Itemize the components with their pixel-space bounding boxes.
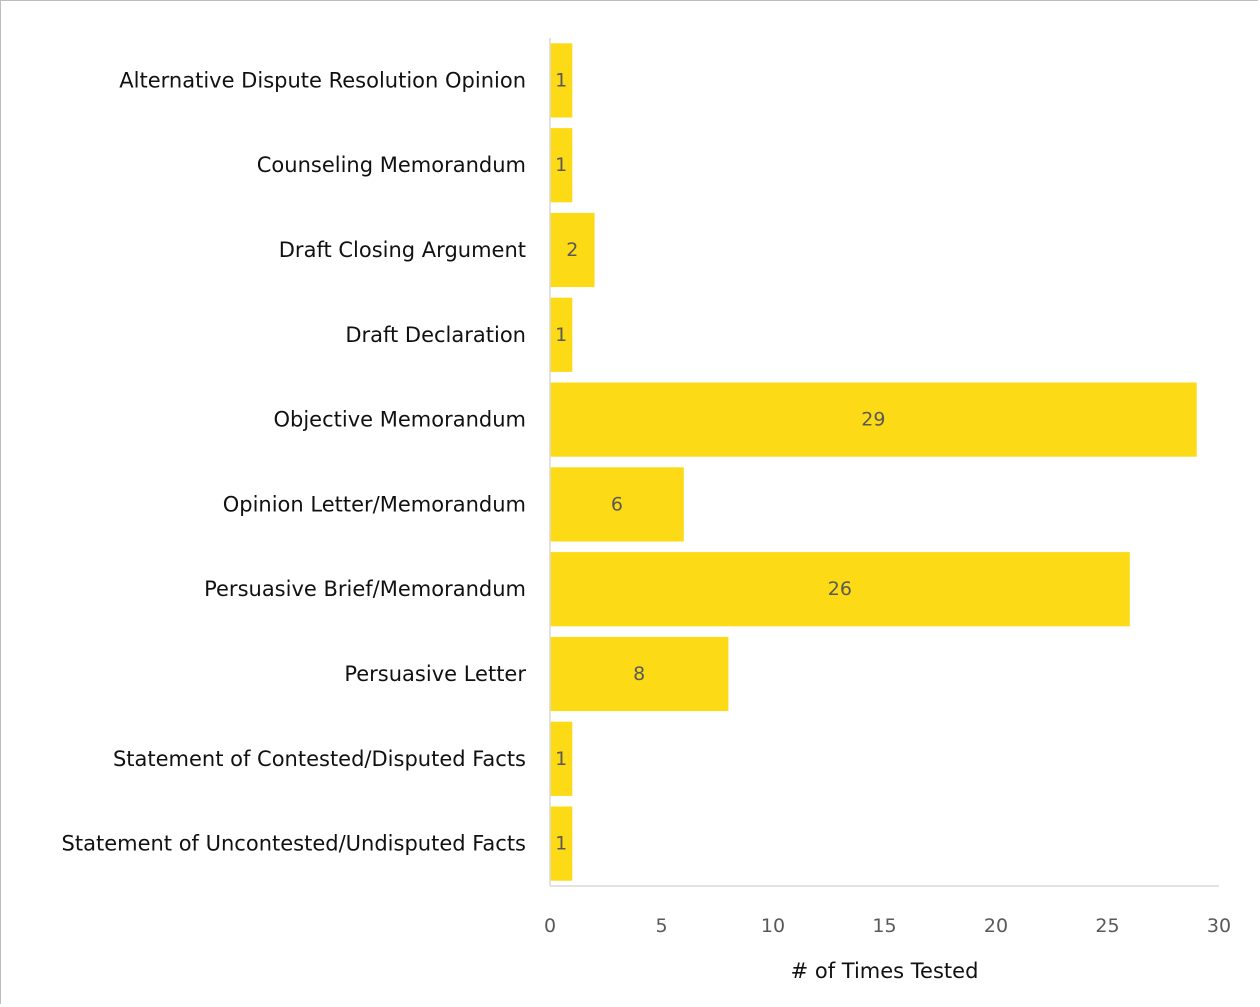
data-label: 1 bbox=[555, 833, 567, 855]
category-label: Counseling Memorandum bbox=[257, 153, 526, 177]
x-tick-label: 15 bbox=[872, 915, 896, 937]
data-label: 8 bbox=[633, 663, 645, 685]
data-label: 1 bbox=[555, 154, 567, 176]
x-tick-labels: 0 5 10 15 20 25 30 bbox=[544, 915, 1231, 937]
x-tick-label: 30 bbox=[1207, 915, 1231, 937]
category-labels: Alternative Dispute Resolution Opinion Co… bbox=[62, 68, 527, 855]
category-label: Statement of Contested/Disputed Facts bbox=[113, 747, 526, 771]
x-tick-label: 10 bbox=[761, 915, 785, 937]
bars-layer bbox=[550, 43, 1197, 880]
x-tick-label: 20 bbox=[984, 915, 1008, 937]
category-label: Objective Memorandum bbox=[273, 408, 526, 432]
category-label: Persuasive Letter bbox=[344, 662, 526, 686]
data-label: 26 bbox=[828, 578, 852, 600]
x-tick-label: 25 bbox=[1095, 915, 1119, 937]
category-label: Draft Closing Argument bbox=[279, 238, 526, 262]
x-tick-label: 0 bbox=[544, 915, 556, 937]
data-label: 2 bbox=[566, 239, 578, 261]
data-label: 6 bbox=[611, 493, 623, 515]
data-label: 1 bbox=[555, 748, 567, 770]
data-label: 29 bbox=[861, 409, 885, 431]
category-label: Persuasive Brief/Memorandum bbox=[204, 577, 526, 601]
category-label: Alternative Dispute Resolution Opinion bbox=[119, 68, 526, 92]
category-label: Opinion Letter/Memorandum bbox=[223, 492, 526, 516]
x-tick-label: 5 bbox=[655, 915, 667, 937]
category-label: Statement of Uncontested/Undisputed Fact… bbox=[62, 832, 526, 856]
value-labels: 1 1 2 1 29 6 26 8 1 1 bbox=[555, 69, 885, 854]
data-label: 1 bbox=[555, 324, 567, 346]
x-axis-title: # of Times Tested bbox=[791, 959, 979, 983]
category-label: Draft Declaration bbox=[345, 323, 526, 347]
data-label: 1 bbox=[555, 69, 567, 91]
